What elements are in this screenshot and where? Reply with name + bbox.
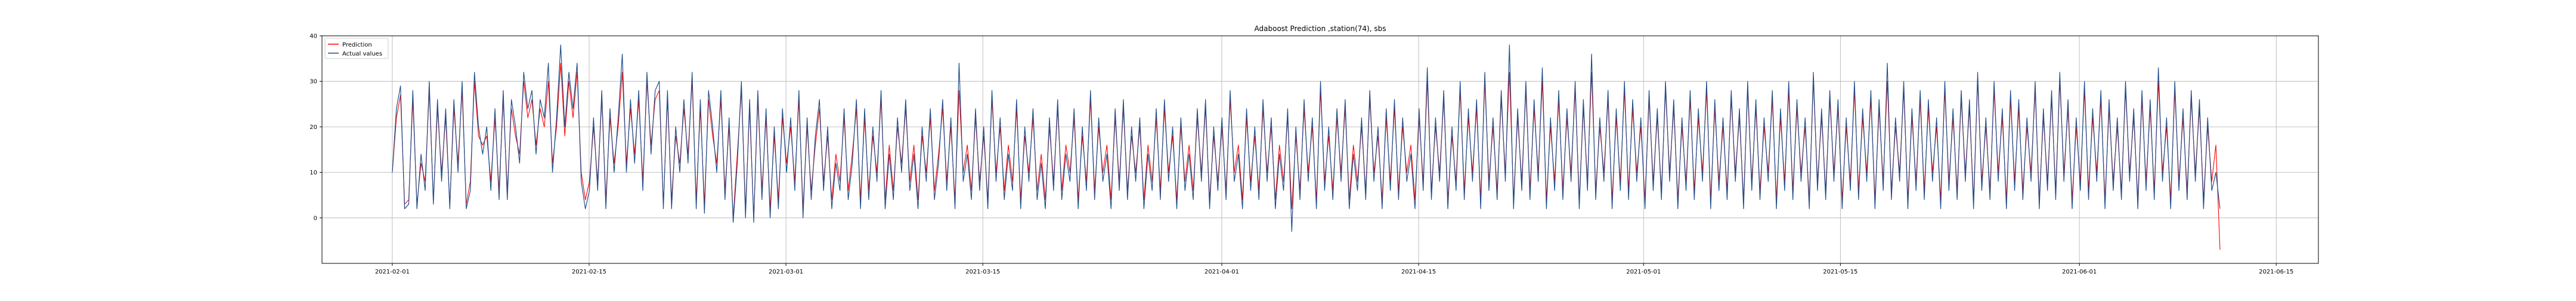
- tick-layer: 2021-02-01 2021-02-15 2021-03-01 2021-03-15…: [309, 33, 2293, 276]
- series-layer: [392, 44, 2221, 250]
- x-tick-label: 2021-02-01: [375, 269, 410, 275]
- y-tick-label: 20: [309, 124, 317, 131]
- x-tick-label: 2021-04-15: [1401, 269, 1436, 275]
- x-tick-label: 2021-05-01: [1626, 269, 1661, 275]
- x-tick-label: 2021-05-15: [1823, 269, 1857, 275]
- legend-label-actual-values: Actual values: [342, 51, 382, 57]
- y-tick-label: 0: [314, 215, 317, 222]
- x-tick-label: 2021-03-15: [965, 269, 1000, 275]
- x-tick-label: 2021-02-15: [572, 269, 606, 275]
- axes-frame: [321, 35, 2319, 264]
- y-tick-label: 10: [309, 170, 317, 176]
- series-line-actual-values: [392, 44, 2221, 232]
- legend-box: [324, 38, 389, 59]
- legend-label-prediction: Prediction: [342, 42, 372, 48]
- y-tick-label: 30: [309, 79, 317, 85]
- x-tick-label: 2021-03-01: [769, 269, 803, 275]
- x-tick-label: 2021-06-15: [2259, 269, 2293, 275]
- x-tick-label: 2021-06-01: [2062, 269, 2097, 275]
- x-tick-label: 2021-04-01: [1205, 269, 1239, 275]
- chart-title: Adaboost Prediction ,station(74), sbs: [1255, 24, 1386, 33]
- y-tick-label: 40: [309, 33, 317, 40]
- legend: Prediction Actual values: [324, 38, 389, 59]
